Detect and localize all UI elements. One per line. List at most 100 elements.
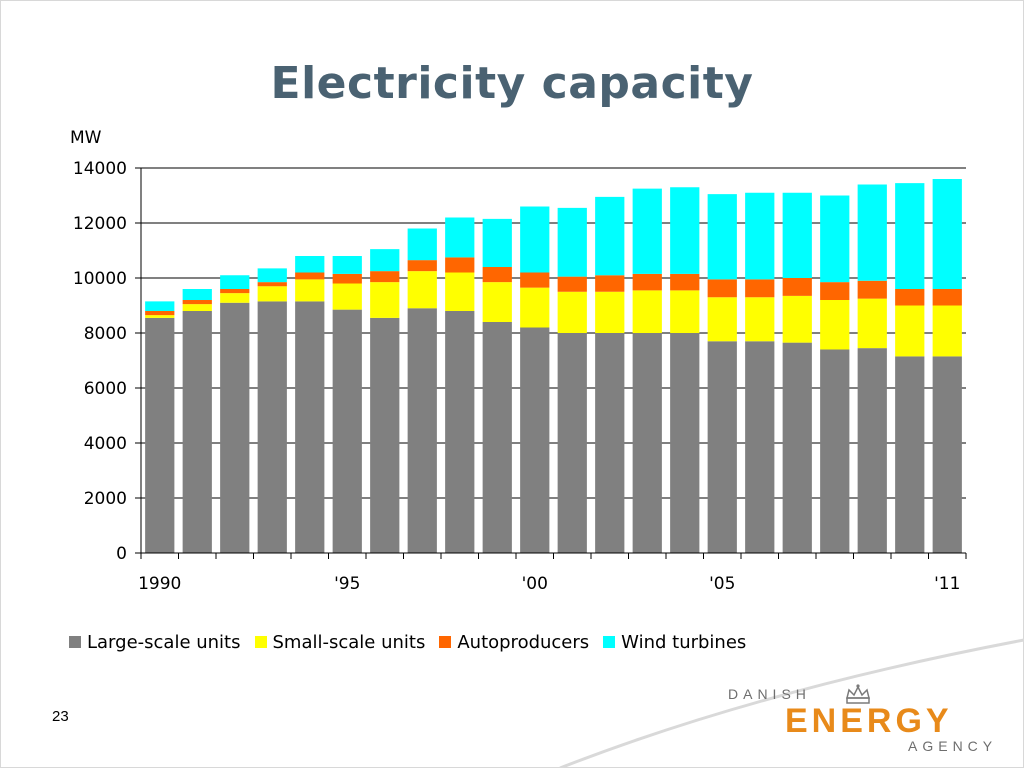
- bar-segment-large-scale-units: [857, 348, 887, 554]
- chart-legend: Large-scale units Small-scale units Autopr…: [69, 630, 760, 654]
- bar-segment-large-scale-units: [595, 333, 625, 553]
- y-axis-unit-label: MW: [70, 128, 102, 148]
- legend-swatch: [439, 636, 452, 648]
- bar-segment-large-scale-units: [707, 341, 737, 553]
- bar-segment-large-scale-units: [295, 301, 325, 554]
- x-tick-label: '05: [709, 574, 735, 594]
- bar-segment-large-scale-units: [257, 301, 287, 554]
- bar-segment-small-scale-units: [820, 300, 850, 350]
- bar-segment-small-scale-units: [182, 304, 212, 312]
- bar-segment-large-scale-units: [407, 308, 437, 553]
- bar-segment-autoproducers: [145, 311, 175, 316]
- bar-segment-wind-turbines: [407, 228, 437, 261]
- bar-segment-wind-turbines: [332, 256, 362, 274]
- bar-segment-large-scale-units: [932, 356, 962, 554]
- bar-segment-small-scale-units: [332, 283, 362, 310]
- bar-segment-wind-turbines: [220, 275, 250, 289]
- bar-segment-large-scale-units: [632, 333, 662, 553]
- bar-segment-large-scale-units: [782, 342, 812, 554]
- bar-segment-wind-turbines: [932, 179, 962, 289]
- bar-segment-autoproducers: [557, 276, 587, 292]
- bar-segment-autoproducers: [332, 273, 362, 284]
- legend-item: Large-scale units: [69, 632, 241, 653]
- x-tick-label: 1990: [138, 574, 181, 594]
- bar-segment-autoproducers: [257, 282, 287, 287]
- bar-segment-large-scale-units: [445, 311, 475, 553]
- x-tick-label: '11: [934, 574, 960, 594]
- bar-segment-autoproducers: [220, 289, 250, 294]
- bar-segment-wind-turbines: [257, 268, 287, 283]
- bar-segment-autoproducers: [370, 271, 400, 283]
- bar-segment-wind-turbines: [295, 256, 325, 273]
- bar-segment-autoproducers: [857, 280, 887, 299]
- bar-segment-autoproducers: [782, 278, 812, 296]
- bar-segment-small-scale-units: [857, 298, 887, 349]
- bar-segment-small-scale-units: [145, 315, 175, 318]
- bar-segment-small-scale-units: [745, 297, 775, 342]
- bar-segment-large-scale-units: [332, 309, 362, 554]
- y-tick-label: 10000: [73, 269, 127, 289]
- bar-segment-large-scale-units: [220, 302, 250, 553]
- bar-segment-wind-turbines: [145, 301, 175, 312]
- slide-title: Electricity capacity: [270, 58, 754, 109]
- bar-segment-wind-turbines: [482, 218, 512, 268]
- legend-label: Small-scale units: [272, 631, 426, 653]
- bar-segment-large-scale-units: [182, 311, 212, 553]
- bar-segment-small-scale-units: [895, 305, 925, 357]
- bar-segment-large-scale-units: [557, 333, 587, 553]
- bar-segment-wind-turbines: [857, 184, 887, 281]
- bar-segment-wind-turbines: [895, 183, 925, 290]
- bar-segment-small-scale-units: [557, 291, 587, 333]
- bar-segment-autoproducers: [482, 267, 512, 283]
- bar-segment-wind-turbines: [782, 192, 812, 278]
- bar-segment-small-scale-units: [932, 305, 962, 357]
- bar-segment-autoproducers: [745, 279, 775, 298]
- bar-segment-wind-turbines: [707, 194, 737, 280]
- bar-segment-small-scale-units: [632, 290, 662, 334]
- brand-line-danish: DANISH: [728, 686, 811, 702]
- brand-line-agency: AGENCY: [908, 738, 998, 754]
- bar-segment-wind-turbines: [595, 196, 625, 276]
- bar-segment-large-scale-units: [670, 333, 700, 553]
- bar-segment-autoproducers: [520, 272, 550, 288]
- bar-segment-autoproducers: [595, 275, 625, 292]
- bar-segment-large-scale-units: [520, 327, 550, 553]
- bar-segment-small-scale-units: [520, 287, 550, 328]
- bar-segment-autoproducers: [295, 272, 325, 280]
- bar-segment-autoproducers: [820, 282, 850, 301]
- y-tick-label: 12000: [73, 214, 127, 234]
- page-number: 23: [52, 708, 69, 725]
- bar-segment-small-scale-units: [670, 290, 700, 334]
- brand-line-energy: ENERGY: [785, 702, 953, 740]
- bar-segment-wind-turbines: [745, 192, 775, 280]
- y-tick-label: 6000: [84, 379, 127, 399]
- bar-segment-small-scale-units: [782, 295, 812, 343]
- bar-segment-autoproducers: [895, 289, 925, 306]
- bar-segment-small-scale-units: [220, 293, 250, 303]
- bar-segment-large-scale-units: [820, 349, 850, 553]
- bar-segment-small-scale-units: [482, 282, 512, 323]
- x-tick-label: '95: [334, 574, 360, 594]
- bar-segment-autoproducers: [670, 273, 700, 291]
- x-tick-label: '00: [522, 574, 548, 594]
- bar-segment-wind-turbines: [520, 206, 550, 273]
- bars: [145, 179, 962, 554]
- axes: 0 2000 4000 6000 8000 10000 12000 14000 1990 '95 '…: [73, 159, 967, 594]
- bar-segment-autoproducers: [632, 273, 662, 291]
- y-tick-label: 2000: [84, 489, 127, 509]
- bar-segment-wind-turbines: [445, 217, 475, 258]
- legend-item: Small-scale units: [254, 631, 426, 653]
- bar-segment-small-scale-units: [595, 291, 625, 333]
- bar-segment-autoproducers: [407, 260, 437, 272]
- legend-label: Wind turbines: [621, 631, 747, 653]
- bar-segment-large-scale-units: [145, 317, 175, 554]
- legend-label: Autoproducers: [457, 631, 590, 653]
- bar-segment-wind-turbines: [632, 188, 662, 274]
- bar-segment-wind-turbines: [370, 249, 400, 272]
- bar-segment-large-scale-units: [370, 317, 400, 554]
- bar-segment-large-scale-units: [745, 341, 775, 553]
- legend-item: Autoproducers: [439, 632, 589, 653]
- bar-segment-wind-turbines: [820, 195, 850, 283]
- bar-segment-autoproducers: [445, 257, 475, 273]
